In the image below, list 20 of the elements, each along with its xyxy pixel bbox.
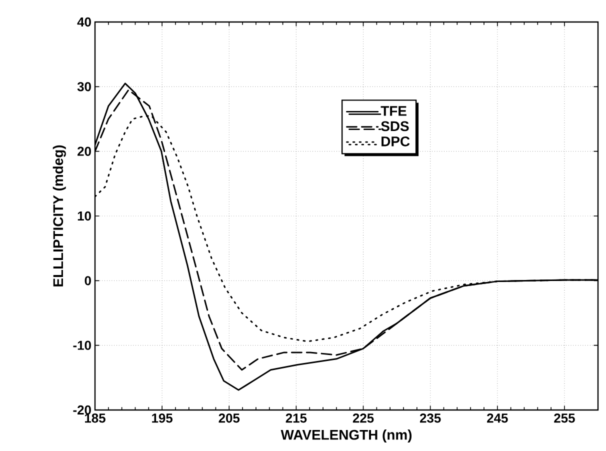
y-tick-label: 30 bbox=[77, 82, 91, 92]
x-tick-label: 205 bbox=[218, 414, 240, 423]
x-tick-label: 235 bbox=[420, 414, 441, 423]
x-tick-label: 255 bbox=[554, 414, 575, 423]
y-axis-title: ELLLIPTICITY (mdeg) bbox=[52, 145, 66, 286]
x-tick-label: 185 bbox=[85, 414, 106, 423]
x-tick-label: 215 bbox=[286, 414, 307, 423]
y-tick-label: 10 bbox=[78, 211, 91, 221]
y-tick-label: 20 bbox=[78, 146, 91, 156]
legend-label: DPC bbox=[382, 136, 410, 146]
y-tick-label: 40 bbox=[77, 17, 91, 27]
x-tick-label: 245 bbox=[487, 414, 508, 423]
y-tick-label: -20 bbox=[73, 405, 91, 415]
y-tick-label: 0 bbox=[84, 276, 91, 286]
x-tick-label: 225 bbox=[352, 414, 374, 423]
y-tick-label: -10 bbox=[73, 340, 91, 350]
legend-label: TFE bbox=[380, 106, 406, 116]
legend-label: SDS bbox=[381, 121, 409, 132]
x-tick-label: 195 bbox=[152, 414, 173, 423]
x-axis-title: WAVELENGTH (nm) bbox=[280, 430, 412, 443]
